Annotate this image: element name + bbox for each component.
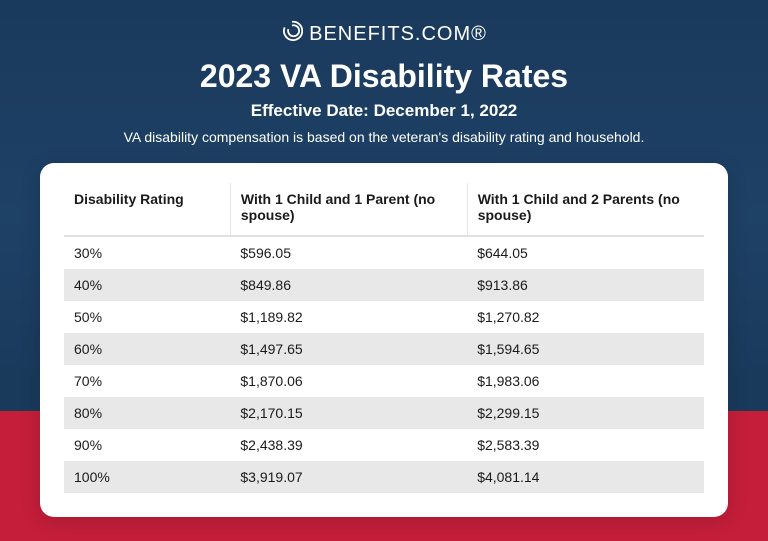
cell-rating: 60%: [64, 333, 230, 365]
description-text: VA disability compensation is based on t…: [0, 129, 768, 145]
cell-two-parents: $1,270.82: [467, 301, 704, 333]
effective-date: Effective Date: December 1, 2022: [0, 101, 768, 121]
cell-rating: 30%: [64, 236, 230, 269]
table-row: 100% $3,919.07 $4,081.14: [64, 461, 704, 493]
cell-one-parent: $1,870.06: [230, 365, 467, 397]
cell-two-parents: $913.86: [467, 269, 704, 301]
cell-two-parents: $644.05: [467, 236, 704, 269]
cell-rating: 90%: [64, 429, 230, 461]
table-body: 30% $596.05 $644.05 40% $849.86 $913.86 …: [64, 236, 704, 493]
cell-two-parents: $2,583.39: [467, 429, 704, 461]
cell-rating: 40%: [64, 269, 230, 301]
cell-one-parent: $1,189.82: [230, 301, 467, 333]
cell-two-parents: $2,299.15: [467, 397, 704, 429]
cell-one-parent: $2,170.15: [230, 397, 467, 429]
cell-one-parent: $596.05: [230, 236, 467, 269]
page-title: 2023 VA Disability Rates: [0, 58, 768, 95]
cell-one-parent: $2,438.39: [230, 429, 467, 461]
table-row: 30% $596.05 $644.05: [64, 236, 704, 269]
cell-two-parents: $1,983.06: [467, 365, 704, 397]
rates-table-card: Disability Rating With 1 Child and 1 Par…: [40, 163, 728, 517]
header: BENEFITS.COM® 2023 VA Disability Rates E…: [0, 0, 768, 145]
table-row: 40% $849.86 $913.86: [64, 269, 704, 301]
cell-rating: 70%: [64, 365, 230, 397]
col-header-two-parents: With 1 Child and 2 Parents (no spouse): [467, 183, 704, 236]
logo-text: BENEFITS.COM®: [309, 23, 487, 46]
col-header-one-parent: With 1 Child and 1 Parent (no spouse): [230, 183, 467, 236]
table-header-row: Disability Rating With 1 Child and 1 Par…: [64, 183, 704, 236]
swirl-icon: [281, 20, 303, 48]
cell-one-parent: $849.86: [230, 269, 467, 301]
cell-two-parents: $1,594.65: [467, 333, 704, 365]
col-header-rating: Disability Rating: [64, 183, 230, 236]
cell-rating: 100%: [64, 461, 230, 493]
rates-table: Disability Rating With 1 Child and 1 Par…: [64, 183, 704, 493]
cell-two-parents: $4,081.14: [467, 461, 704, 493]
table-row: 80% $2,170.15 $2,299.15: [64, 397, 704, 429]
table-row: 50% $1,189.82 $1,270.82: [64, 301, 704, 333]
table-row: 90% $2,438.39 $2,583.39: [64, 429, 704, 461]
brand-logo: BENEFITS.COM®: [0, 20, 768, 48]
cell-one-parent: $3,919.07: [230, 461, 467, 493]
cell-one-parent: $1,497.65: [230, 333, 467, 365]
table-row: 60% $1,497.65 $1,594.65: [64, 333, 704, 365]
cell-rating: 50%: [64, 301, 230, 333]
cell-rating: 80%: [64, 397, 230, 429]
table-row: 70% $1,870.06 $1,983.06: [64, 365, 704, 397]
